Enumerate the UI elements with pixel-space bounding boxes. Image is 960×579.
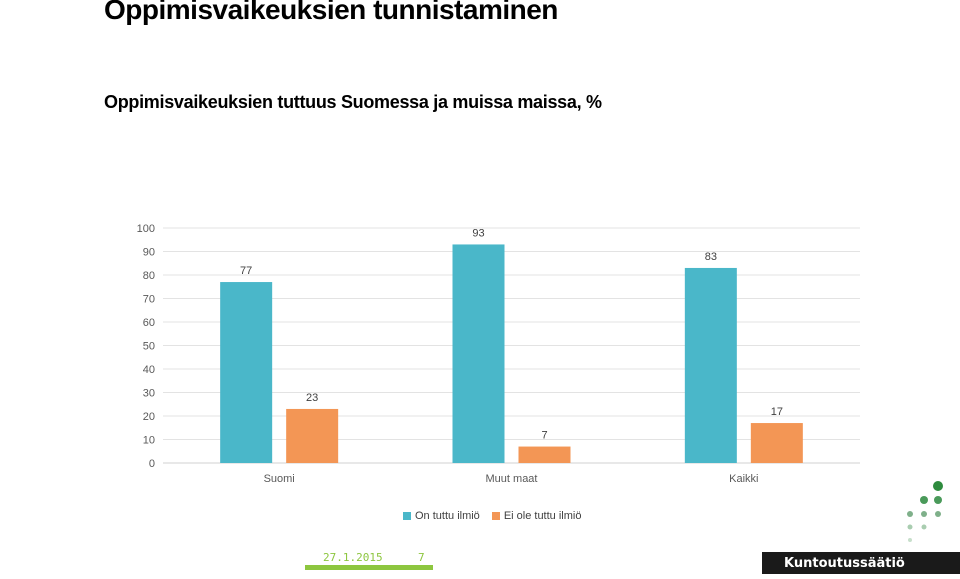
data-label: 93 <box>472 227 484 239</box>
gridlines <box>163 227 860 464</box>
chart-subtitle: Oppimisvaikeuksien tuttuus Suomessa ja m… <box>104 92 602 112</box>
legend-swatch-on-tuttu <box>403 512 411 520</box>
data-labels: 77 23 93 7 83 17 <box>240 227 783 441</box>
category-label: Kaikki <box>729 473 758 485</box>
bar <box>684 267 737 463</box>
x-axis-categories: Suomi Muut maat Kaikki <box>264 473 759 485</box>
footer-accent-line <box>305 565 433 570</box>
data-label: 7 <box>541 430 547 442</box>
bar-chart: 0 10 20 30 40 50 60 70 80 90 100 77 23 93 7 83 17 Suomi… <box>137 223 860 485</box>
legend-item-ei-tuttu: Ei ole tuttu ilmiö <box>491 510 582 522</box>
y-tick-label: 40 <box>143 364 155 376</box>
category-label: Suomi <box>264 473 295 485</box>
y-tick-label: 60 <box>143 317 155 329</box>
y-axis-ticks: 0 10 20 30 40 50 60 70 80 90 100 <box>137 223 155 470</box>
bar <box>452 244 505 463</box>
bar <box>750 423 803 463</box>
bars <box>220 244 803 463</box>
legend-item-on-tuttu: On tuttu ilmiö <box>403 510 480 522</box>
y-tick-label: 30 <box>143 388 155 400</box>
category-label: Muut maat <box>486 473 538 485</box>
bar <box>220 282 273 463</box>
y-tick-label: 100 <box>137 223 155 235</box>
bar <box>518 446 571 463</box>
chart-legend: On tuttu ilmiö Ei ole tuttu ilmiö <box>403 510 581 522</box>
footer-date: 27.1.2015 <box>323 551 383 564</box>
logo-dots-icon <box>907 481 943 542</box>
bar <box>286 408 339 463</box>
y-tick-label: 0 <box>149 458 155 470</box>
y-tick-label: 50 <box>143 341 155 353</box>
data-label: 17 <box>771 406 783 418</box>
data-label: 77 <box>240 265 252 277</box>
page-number: 7 <box>418 551 425 564</box>
brand-label: Kuntoutussäätiö <box>762 552 960 574</box>
data-label: 23 <box>306 392 318 404</box>
y-tick-label: 10 <box>143 435 155 447</box>
data-label: 83 <box>705 251 717 263</box>
slide-title: Oppimisvaikeuksien tunnistaminen <box>104 0 558 25</box>
y-tick-label: 70 <box>143 294 155 306</box>
y-tick-label: 90 <box>143 247 155 259</box>
legend-label-ei-tuttu: Ei ole tuttu ilmiö <box>503 510 582 522</box>
legend-label-on-tuttu: On tuttu ilmiö <box>415 510 480 522</box>
y-tick-label: 20 <box>143 411 155 423</box>
legend-swatch-ei-tuttu <box>491 512 500 520</box>
y-tick-label: 80 <box>143 270 155 282</box>
